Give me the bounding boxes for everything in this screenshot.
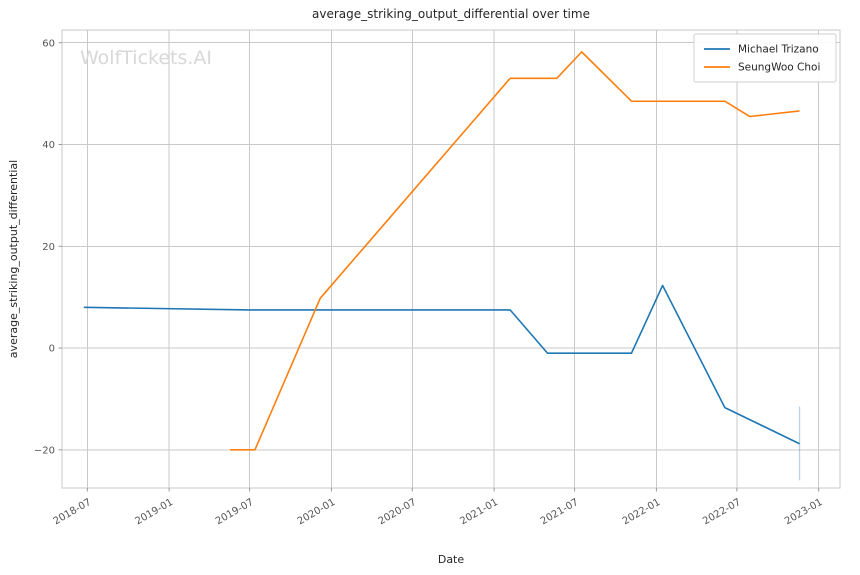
plot-background — [62, 30, 840, 488]
watermark-text: WolfTickets.AI — [80, 47, 212, 69]
y-axis-ticks: 60 40 20 0 −20 — [34, 38, 62, 456]
legend-label-1[interactable]: SeungWoo Choi — [738, 62, 820, 74]
axis-labels: average_striking_output_differential ove… — [7, 7, 590, 566]
plot-frame — [61, 29, 841, 489]
y-tick-label: 40 — [42, 140, 55, 151]
x-axis-label: Date — [438, 553, 465, 566]
chart-title: average_striking_output_differential ove… — [312, 7, 590, 21]
y-tick-label: 20 — [42, 242, 55, 253]
legend[interactable]: Michael Trizano SeungWoo Choi — [693, 33, 837, 83]
plot-area — [62, 30, 840, 488]
y-tick-label: 60 — [42, 38, 55, 49]
watermark: WolfTickets.AI — [80, 47, 212, 69]
y-axis-label: average_striking_output_differential — [7, 160, 20, 358]
y-tick-label: −20 — [34, 445, 55, 456]
plot-border — [61, 29, 841, 489]
series-line-1 — [230, 51, 800, 451]
legend-label-0[interactable]: Michael Trizano — [738, 44, 819, 56]
series-lines — [83, 51, 801, 481]
y-tick-label: 0 — [49, 344, 55, 355]
legend-box — [693, 33, 837, 83]
grid-lines — [62, 30, 840, 488]
series-line-0 — [83, 284, 800, 445]
